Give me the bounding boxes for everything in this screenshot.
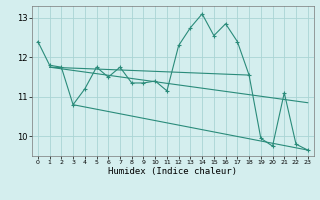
X-axis label: Humidex (Indice chaleur): Humidex (Indice chaleur) — [108, 167, 237, 176]
